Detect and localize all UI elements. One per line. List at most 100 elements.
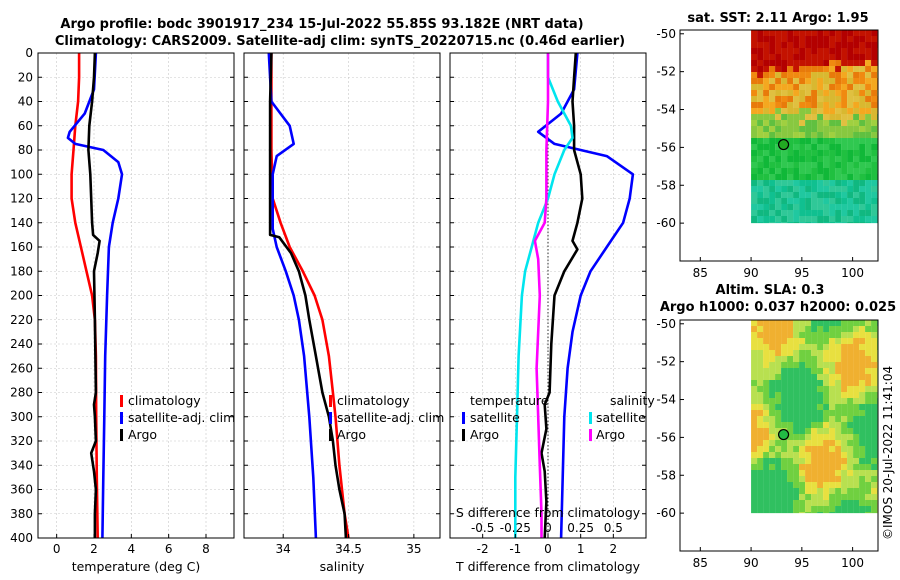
- sst-heatmap-cell: [763, 78, 770, 84]
- sla-heatmap-cell: [829, 404, 836, 410]
- sst-heatmap-cell: [751, 30, 758, 36]
- sla-heatmap-cell: [811, 482, 818, 488]
- sla-heatmap-cell: [799, 320, 806, 326]
- sla-heatmap-cell: [811, 320, 818, 326]
- sst-heatmap-cell: [823, 156, 830, 162]
- sla-heatmap-cell: [787, 506, 794, 512]
- sla-heatmap-cell: [865, 386, 872, 392]
- sst-heatmap-cell: [841, 84, 848, 90]
- sla-heatmap-cell: [823, 332, 830, 338]
- sla-heatmap-cell: [793, 374, 800, 380]
- y-tick-label: 200: [10, 289, 33, 303]
- sst-heatmap-cell: [835, 72, 842, 78]
- sla-heatmap-cell: [865, 428, 872, 434]
- sla-heatmap-cell: [769, 404, 776, 410]
- legend-label: Argo: [128, 427, 157, 442]
- sla-heatmap-cell: [859, 332, 866, 338]
- sst-heatmap-cell: [853, 210, 860, 216]
- sla-heatmap-cell: [859, 482, 866, 488]
- sst-heatmap-cell: [817, 108, 824, 114]
- sst-heatmap-cell: [781, 36, 788, 42]
- sst-heatmap-cell: [775, 186, 782, 192]
- sla-heatmap-cell: [847, 380, 854, 386]
- sla-heatmap-cell: [751, 356, 758, 362]
- sla-heatmap-cell: [769, 512, 776, 514]
- sla-heatmap-cell: [775, 512, 782, 514]
- sst-heatmap-cell: [775, 138, 782, 144]
- sst-heatmap-cell: [823, 102, 830, 108]
- sla-heatmap-cell: [787, 332, 794, 338]
- sla-heatmap-cell: [847, 488, 854, 494]
- sst-heatmap-cell: [799, 108, 806, 114]
- sst-heatmap-cell: [787, 210, 794, 216]
- sst-heatmap-cell: [793, 126, 800, 132]
- sla-heatmap-cell: [781, 326, 788, 332]
- sla-heatmap-cell: [835, 446, 842, 452]
- sla-heatmap-cell: [793, 494, 800, 500]
- sst-heatmap-cell: [853, 36, 860, 42]
- sst-heatmap-cell: [871, 204, 878, 210]
- sla-heatmap-cell: [757, 494, 764, 500]
- sst-heatmap-cell: [817, 216, 824, 222]
- sla-heatmap-cell: [805, 494, 812, 500]
- legend-swatch: [329, 429, 332, 441]
- sla-heatmap-cell: [769, 488, 776, 494]
- sla-heatmap-cell: [775, 470, 782, 476]
- sla-heatmap-cell: [775, 422, 782, 428]
- sla-heatmap-cell: [805, 470, 812, 476]
- sst-heatmap-cell: [811, 90, 818, 96]
- sst-heatmap-cell: [859, 66, 866, 72]
- sst-heatmap-cell: [781, 192, 788, 198]
- sla-heatmap-cell: [781, 494, 788, 500]
- sst-heatmap-cell: [751, 132, 758, 138]
- sla-map-frame: [679, 319, 879, 552]
- sla-heatmap-cell: [859, 440, 866, 446]
- sla-heatmap-cell: [823, 434, 830, 440]
- sla-heatmap-cell: [781, 476, 788, 482]
- sla-heatmap-cell: [835, 386, 842, 392]
- sla-heatmap-cell: [829, 506, 836, 512]
- sst-heatmap-cell: [793, 84, 800, 90]
- sla-heatmap-cell: [787, 434, 794, 440]
- sla-heatmap-cell: [787, 320, 794, 326]
- sla-heatmap-cell: [829, 386, 836, 392]
- sla-heatmap-cell: [805, 458, 812, 464]
- sla-heatmap-cell: [841, 392, 848, 398]
- sst-heatmap-cell: [781, 60, 788, 66]
- sst-heatmap-cell: [769, 174, 776, 180]
- sst-heatmap-cell: [817, 180, 824, 186]
- sst-heatmap-cell: [787, 48, 794, 54]
- sla-heatmap-cell: [841, 476, 848, 482]
- sla-heatmap-cell: [775, 320, 782, 326]
- sla-heatmap-cell: [847, 428, 854, 434]
- sla-heatmap-cell: [859, 320, 866, 326]
- top-tick-label: 0.25: [567, 521, 594, 535]
- sst-heatmap-cell: [853, 156, 860, 162]
- sla-heatmap-cell: [793, 386, 800, 392]
- sst-heatmap-cell: [751, 114, 758, 120]
- sst-heatmap-cell: [769, 132, 776, 138]
- sst-heatmap-cell: [865, 150, 872, 156]
- sst-heatmap-cell: [835, 156, 842, 162]
- sla-heatmap-cell: [841, 374, 848, 380]
- sst-heatmap-cell: [841, 60, 848, 66]
- sst-heatmap-cell: [799, 72, 806, 78]
- sst-heatmap-cell: [769, 186, 776, 192]
- sla-heatmap-cell: [817, 434, 824, 440]
- sla-heatmap-cell: [787, 482, 794, 488]
- sla-heatmap-cell: [799, 500, 806, 506]
- sla-heatmap-cell: [811, 506, 818, 512]
- sst-heatmap-cell: [829, 102, 836, 108]
- sla-heatmap-cell: [847, 440, 854, 446]
- sst-heatmap-cell: [751, 180, 758, 186]
- sla-heatmap-cell: [811, 494, 818, 500]
- sst-heatmap-cell: [793, 114, 800, 120]
- series-line-argo: [268, 52, 348, 539]
- x-tick-label: 4: [128, 542, 136, 556]
- sst-heatmap-cell: [781, 108, 788, 114]
- sst-heatmap-cell: [811, 180, 818, 186]
- sst-heatmap-cell: [817, 162, 824, 168]
- sla-heatmap-cell: [841, 512, 848, 514]
- sst-heatmap-cell: [805, 96, 812, 102]
- sla-heatmap-cell: [823, 380, 830, 386]
